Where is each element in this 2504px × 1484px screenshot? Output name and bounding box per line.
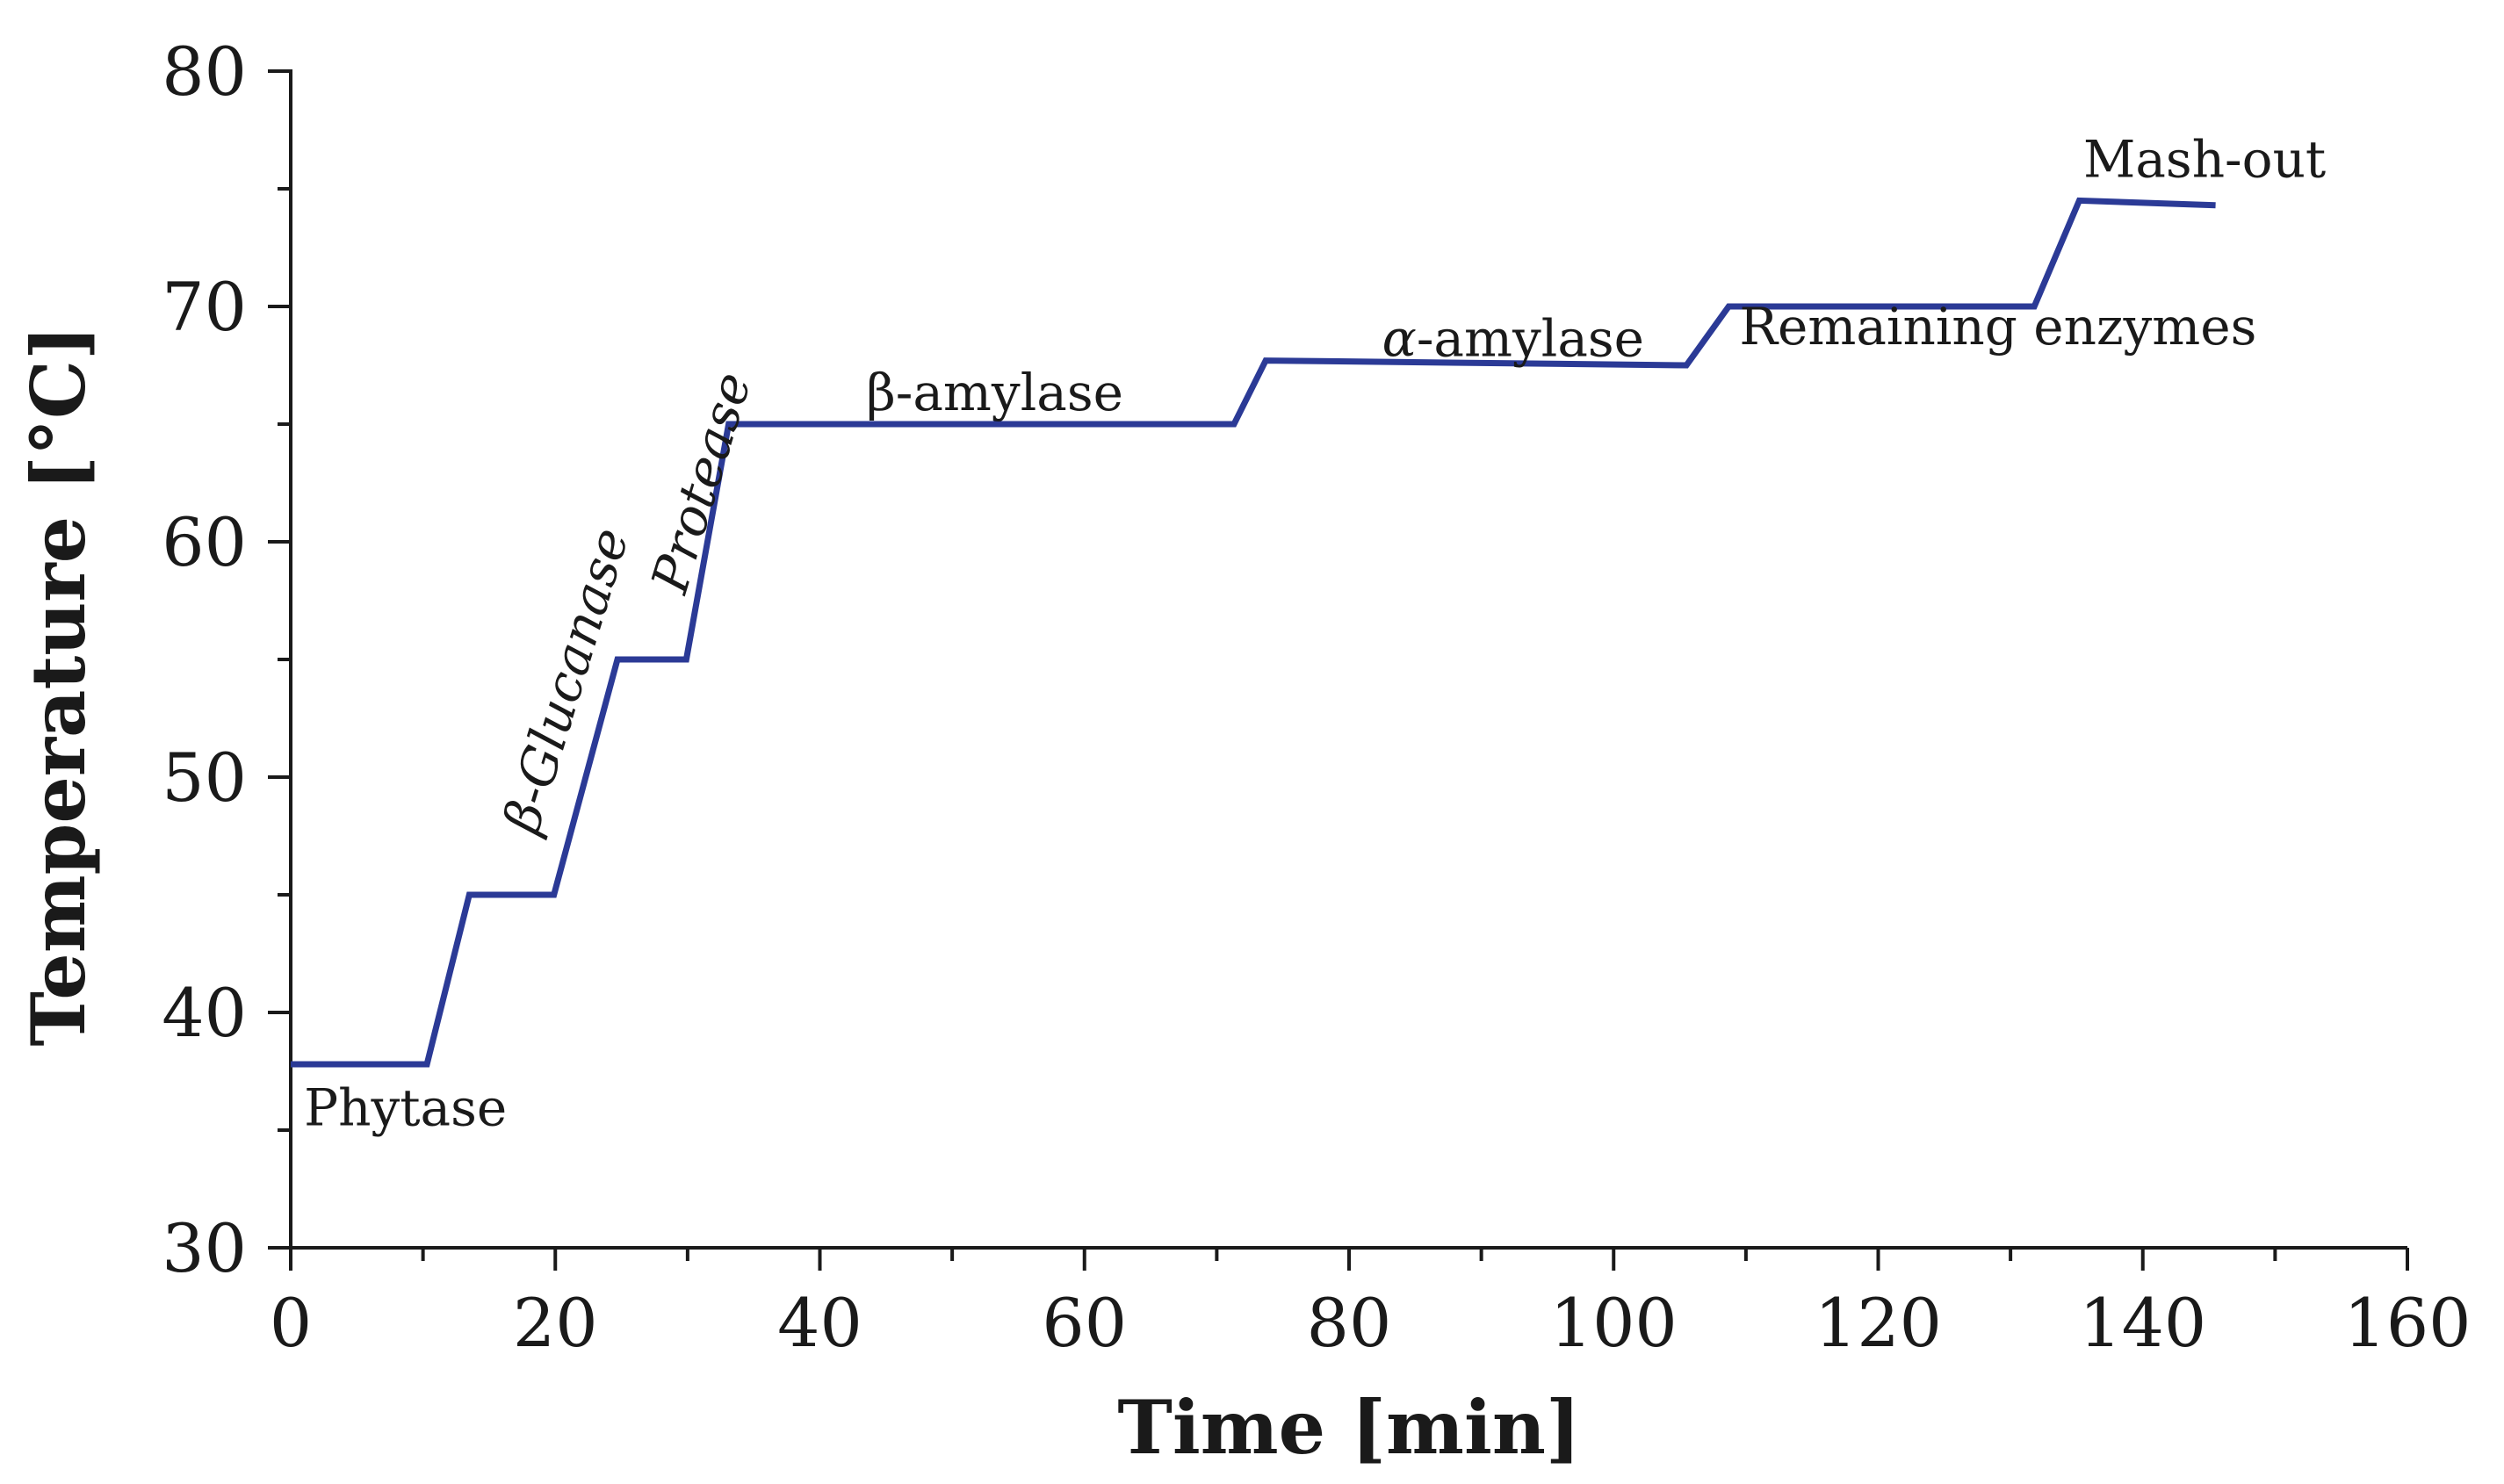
x-tick-label: 160 xyxy=(2343,1284,2471,1362)
y-tick-label: 70 xyxy=(162,268,247,346)
y-tick-label: 40 xyxy=(162,974,247,1052)
annotation-label: α-amylase xyxy=(1382,308,1644,368)
x-tick-label: 20 xyxy=(513,1284,598,1362)
x-tick-label: 80 xyxy=(1307,1284,1392,1362)
x-tick-label: 120 xyxy=(1815,1284,1942,1362)
annotation-label: Phytase xyxy=(304,1078,507,1138)
x-tick-label: 140 xyxy=(2079,1284,2206,1362)
x-axis-title: Time [min] xyxy=(1117,1384,1580,1471)
annotation-label: β-Glucanase xyxy=(491,521,640,841)
x-tick-label: 60 xyxy=(1042,1284,1127,1362)
annotation-label: Remaining enzymes xyxy=(1739,297,2256,357)
annotation-label: Mash-out xyxy=(2083,130,2326,190)
series xyxy=(291,197,2216,1068)
ticks xyxy=(268,69,2409,1271)
y-tick-label: 80 xyxy=(162,32,247,111)
y-tick-label: 30 xyxy=(162,1209,247,1287)
y-axis-title: Temperature [°C] xyxy=(15,325,102,1046)
y-tick-label: 60 xyxy=(162,503,247,581)
x-tick-label: 100 xyxy=(1550,1284,1678,1362)
y-tick-label: 50 xyxy=(162,738,247,817)
axes xyxy=(289,69,2407,1250)
tick-labels: 0 20 40 60 80 100 120 140 160 30 40 50 60 70 80 xyxy=(162,32,2471,1362)
annotation-label: β-amylase xyxy=(866,363,1123,422)
temperature-profile-line xyxy=(291,197,2216,1068)
annotation-label: Protease xyxy=(639,365,763,601)
x-tick-label: 0 xyxy=(270,1284,312,1362)
x-tick-label: 40 xyxy=(777,1284,862,1362)
